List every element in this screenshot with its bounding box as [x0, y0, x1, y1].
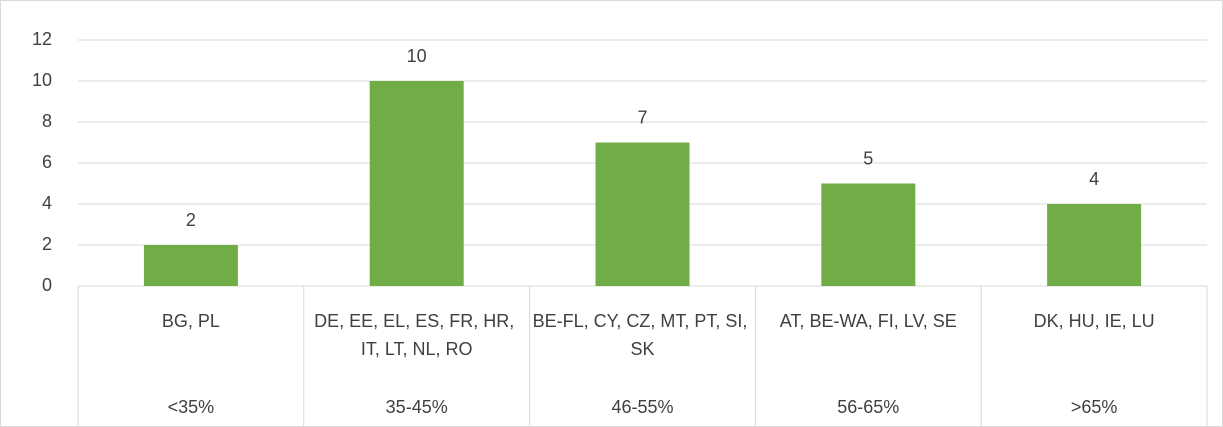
category-members-label: DE, EE, EL, ES, FR, HR, IT, LT, NL, RO [314, 311, 519, 359]
category-members-label: AT, BE-WA, FI, LV, SE [780, 311, 957, 331]
category-members-label: BE-FL, CY, CZ, MT, PT, SI, SK [533, 311, 753, 359]
data-label: 2 [186, 210, 196, 230]
x-tick-label: <35% [168, 397, 215, 417]
y-tick-label: 12 [32, 29, 52, 49]
data-label: 5 [863, 148, 873, 168]
bar [1047, 204, 1142, 286]
x-tick-label: 46-55% [611, 397, 673, 417]
label-line: IT, LT, NL, RO [361, 339, 473, 359]
y-tick-label: 6 [42, 152, 52, 172]
label-line: BG, PL [162, 311, 220, 331]
category-members-label: DK, HU, IE, LU [1034, 311, 1155, 331]
bar [595, 142, 690, 286]
label-line: AT, BE-WA, FI, LV, SE [780, 311, 957, 331]
label-line: SK [630, 339, 654, 359]
bar [369, 81, 464, 286]
category-members-label: BG, PL [162, 311, 220, 331]
x-tick-label: >65% [1071, 397, 1118, 417]
y-tick-label: 4 [42, 193, 52, 213]
data-label: 4 [1089, 169, 1099, 189]
y-tick-label: 2 [42, 234, 52, 254]
y-tick-label: 8 [42, 111, 52, 131]
data-label: 10 [407, 46, 427, 66]
bar [821, 183, 916, 286]
y-tick-label: 10 [32, 70, 52, 90]
y-tick-label: 0 [42, 275, 52, 295]
label-line: DK, HU, IE, LU [1034, 311, 1155, 331]
label-line: DE, EE, EL, ES, FR, HR, [314, 311, 519, 331]
x-tick-label: 35-45% [386, 397, 448, 417]
x-tick-label: 56-65% [837, 397, 899, 417]
data-label: 7 [637, 107, 647, 127]
bar [143, 245, 238, 286]
label-line: BE-FL, CY, CZ, MT, PT, SI, [533, 311, 753, 331]
